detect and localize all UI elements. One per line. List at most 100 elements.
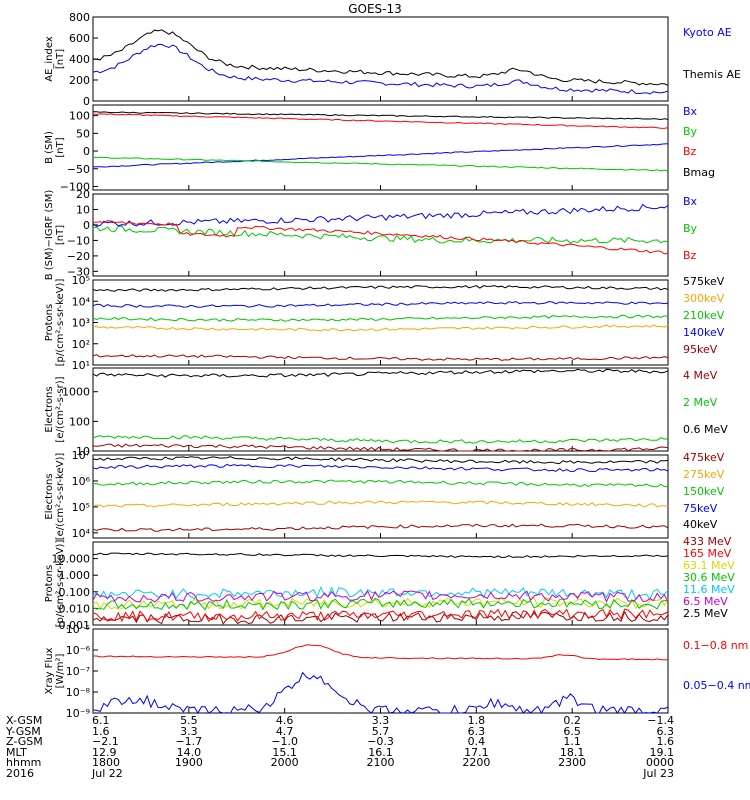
ephemeris-value: 0.2 (563, 714, 581, 727)
series-line-40kev (92, 456, 669, 465)
legend-label: 300keV (683, 292, 725, 305)
ephemeris-value: 3.3 (180, 725, 198, 738)
legend-label: 11.6 MeV (683, 583, 735, 596)
series-line-575kev (92, 285, 669, 292)
series-line-300kev (92, 324, 669, 332)
legend-label: By (683, 222, 698, 235)
y-tick-label: 600 (69, 32, 90, 45)
legend-label: 4 MeV (683, 369, 718, 382)
series-line-75kev (92, 463, 669, 473)
series-line-210kev (92, 314, 669, 322)
y-tick-label: 0.100 (59, 586, 91, 599)
y-axis-label: Electrons (44, 386, 55, 432)
ephemeris-row-label: X-GSM (6, 714, 42, 727)
ephemeris-value: −1.0 (271, 735, 298, 748)
legend-label: 0.1−0.8 nm (683, 639, 748, 652)
y-tick-label: 10³ (72, 317, 90, 330)
ephemeris-value: 2100 (367, 756, 395, 769)
y-tick-label: −30 (67, 265, 90, 278)
y-tick-label: 0 (83, 219, 90, 232)
y-tick-label: 10⁵ (72, 501, 90, 514)
panel-frame (92, 279, 669, 366)
y-axis-label: [nT] (55, 137, 66, 157)
ephemeris-value: 12.9 (92, 746, 117, 759)
ephemeris-value: 6.3 (657, 725, 675, 738)
ephemeris-value: 5.7 (372, 725, 390, 738)
y-tick-label: −10 (67, 234, 90, 247)
y-tick-label: −100 (60, 180, 90, 193)
legend-label: 575keV (683, 275, 725, 288)
legend-label: 75keV (683, 502, 718, 515)
ephemeris-value: −0.3 (367, 735, 394, 748)
ephemeris-value: 1900 (175, 756, 203, 769)
y-tick-label: 0 (83, 145, 90, 158)
ephemeris-value: 4.6 (276, 714, 294, 727)
y-axis-label: [nT] (55, 49, 66, 69)
series-line-themis-ae (92, 29, 669, 86)
legend-label: Bz (683, 249, 697, 262)
y-tick-label: 50 (76, 127, 90, 140)
legend-label: 210keV (683, 309, 725, 322)
ephemeris-value: 19.1 (650, 746, 675, 759)
ephemeris-value: 16.1 (368, 746, 393, 759)
y-tick-label: 10⁻⁶ (66, 644, 91, 657)
ephemeris-row-label: MLT (6, 746, 27, 759)
legend-label: 95keV (683, 343, 718, 356)
ephemeris-value: 2200 (462, 756, 490, 769)
series-line-433-mev (92, 610, 669, 625)
ephemeris-value: −2.1 (92, 735, 119, 748)
y-tick-label: 0 (83, 95, 90, 108)
panel-bigrf: 20 10 0 −10 −20 −30 B (SM)−IGRF (SM) [nT] Bx By Bz (44, 188, 698, 280)
y-tick-label: 20 (76, 188, 90, 201)
series-line-0-05-0-4-nm (92, 671, 669, 715)
panel-ae: 800 600 400 200 0 AE_index [nT] Kyoto AE Themis … (44, 11, 741, 108)
y-axis-label: Protons (44, 565, 55, 602)
y-tick-label: 10⁷ (72, 449, 90, 462)
panel-electrons1: 1000 100 10 Electrons [e/(cm²-s-sr)] 4 MeV 2 M… (44, 367, 728, 458)
y-tick-label: 10⁶ (72, 475, 91, 488)
series-line-by (92, 225, 669, 244)
ephemeris-value: 1.8 (468, 714, 486, 727)
legend-label: 2.5 MeV (683, 607, 728, 620)
series-line-95kev (92, 354, 669, 361)
y-tick-label: 800 (69, 11, 90, 24)
panel-protons1: 10⁵ 10⁴ 10³ 10² 10¹ Protons [p/(cm²-s-sr-keV)]… (44, 274, 725, 372)
y-axis-label: [p/(cm²-s-sr-keV)] (55, 540, 66, 628)
y-axis-label: Electrons (44, 473, 55, 519)
y-tick-label: 400 (69, 53, 90, 66)
ephemeris-value: 14.0 (177, 746, 202, 759)
ephemeris-value: 2300 (558, 756, 586, 769)
y-tick-label: 10⁻⁹ (66, 707, 90, 720)
ephemeris-row-label: 2016 (6, 767, 34, 780)
legend-label: Themis AE (682, 68, 741, 81)
ephemeris-value: 1.1 (563, 735, 581, 748)
series-line-4-mev (92, 443, 669, 452)
ephemeris-value: 2000 (271, 756, 299, 769)
series-line-bmag (92, 111, 669, 121)
ephemeris-value: 6.1 (92, 714, 110, 727)
legend-label: 0.05−0.4 nm (683, 679, 750, 692)
ephemeris-value: Jul 22 (91, 767, 123, 780)
ephemeris-value: 1800 (92, 756, 120, 769)
y-axis-label: B (SM) (44, 131, 55, 164)
series-line-6-5-mev (92, 590, 669, 603)
legend-label: By (683, 125, 698, 138)
y-tick-label: 10 (76, 203, 90, 216)
y-tick-label: 10⁴ (72, 295, 91, 308)
legend-label: Bz (683, 145, 697, 158)
y-axis-label: Xray Flux (44, 647, 55, 694)
panel-frame (92, 193, 669, 277)
y-tick-label: 0.010 (59, 602, 91, 615)
y-tick-label: 1000 (62, 386, 90, 399)
y-tick-label: 200 (69, 74, 90, 87)
y-tick-label: 10⁵ (72, 274, 90, 287)
legend-label: 275keV (683, 468, 725, 481)
ephemeris-value: 18.1 (560, 746, 585, 759)
y-axis-label: [W/m²] (55, 653, 66, 688)
ephemeris-value: 3.3 (372, 714, 390, 727)
series-line-11-6-mev (92, 586, 669, 600)
legend-label: 433 MeV (683, 535, 732, 548)
ephemeris-value: 1.6 (657, 735, 675, 748)
